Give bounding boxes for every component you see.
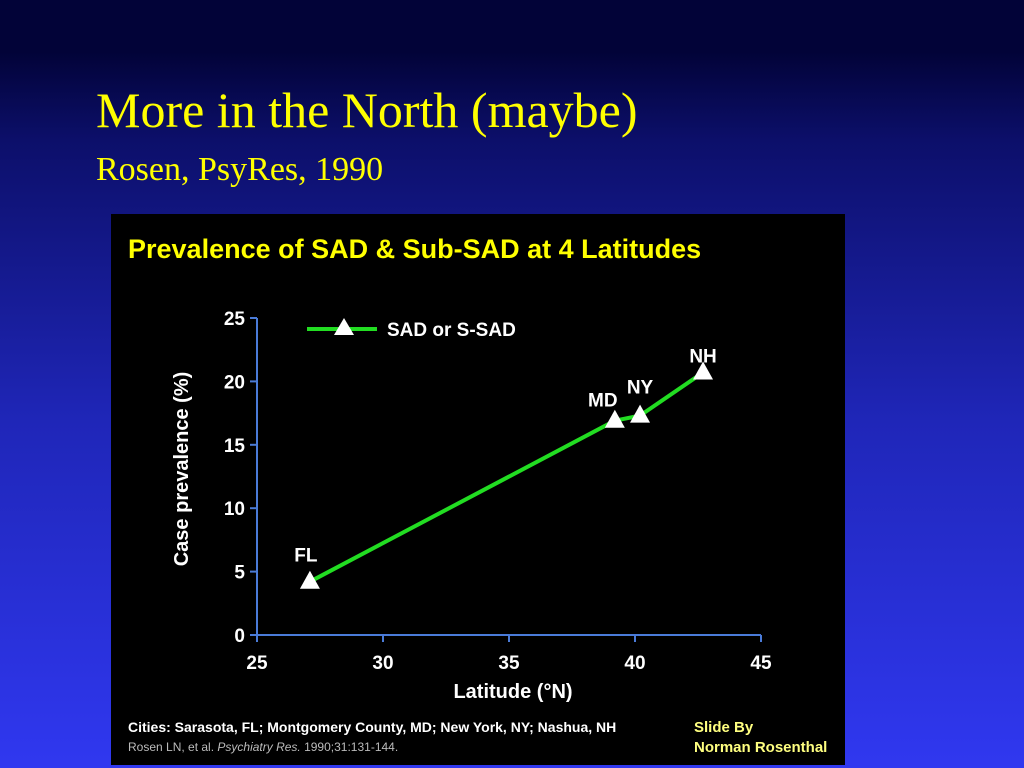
footnote-citation: Rosen LN, et al. Psychiatry Res. 1990;31…: [128, 740, 398, 754]
citation-journal: Psychiatry Res.: [217, 740, 300, 754]
chart-panel: Prevalence of SAD & Sub-SAD at 4 Latitud…: [111, 214, 845, 765]
slide-subtitle: Rosen, PsyRes, 1990: [96, 151, 384, 188]
y-tick-label: 15: [224, 436, 246, 457]
legend: SAD or S-SAD: [307, 318, 516, 341]
slide-title: More in the North (maybe): [96, 82, 638, 138]
y-tick-label: 5: [234, 563, 245, 584]
data-point-label: MD: [588, 391, 618, 412]
credit-line-2: Norman Rosenthal: [694, 739, 828, 756]
y-tick-label: 20: [224, 372, 245, 393]
legend-label: SAD or S-SAD: [387, 320, 516, 341]
x-ticks: 25 30 35 40 45: [246, 635, 772, 674]
x-tick-label: 45: [750, 653, 772, 674]
series-sad: FL MD NY NH: [294, 347, 717, 589]
data-point-label: FL: [294, 546, 318, 567]
credit-line-1: Slide By: [694, 719, 754, 736]
y-axis-label: Case prevalence (%): [171, 372, 193, 567]
data-point-label: NH: [689, 347, 716, 368]
x-tick-label: 35: [498, 653, 520, 674]
data-point-marker: [299, 570, 320, 589]
y-tick-label: 25: [224, 309, 246, 330]
citation-rest: 1990;31:131-144.: [301, 740, 398, 754]
footnote-cities: Cities: Sarasota, FL; Montgomery County,…: [128, 719, 616, 735]
x-tick-label: 40: [624, 653, 645, 674]
data-point-label: NY: [627, 378, 654, 399]
y-ticks: 0 5 10 15 20 25: [224, 309, 257, 647]
y-tick-label: 10: [224, 499, 245, 520]
chart-title: Prevalence of SAD & Sub-SAD at 4 Latitud…: [128, 234, 701, 264]
x-tick-label: 30: [372, 653, 393, 674]
data-point-marker: [604, 409, 625, 428]
data-point-marker: [693, 361, 714, 380]
data-point-marker: [630, 404, 651, 423]
y-tick-label: 0: [234, 626, 245, 647]
series-line: [308, 370, 705, 584]
citation-authors: Rosen LN, et al.: [128, 740, 217, 754]
slide-credit: Slide By Norman Rosenthal: [694, 718, 827, 758]
prevalence-chart: Prevalence of SAD & Sub-SAD at 4 Latitud…: [128, 234, 772, 754]
x-axis-label: Latitude (°N): [453, 681, 572, 703]
legend-marker: [334, 318, 354, 335]
x-tick-label: 25: [246, 653, 268, 674]
